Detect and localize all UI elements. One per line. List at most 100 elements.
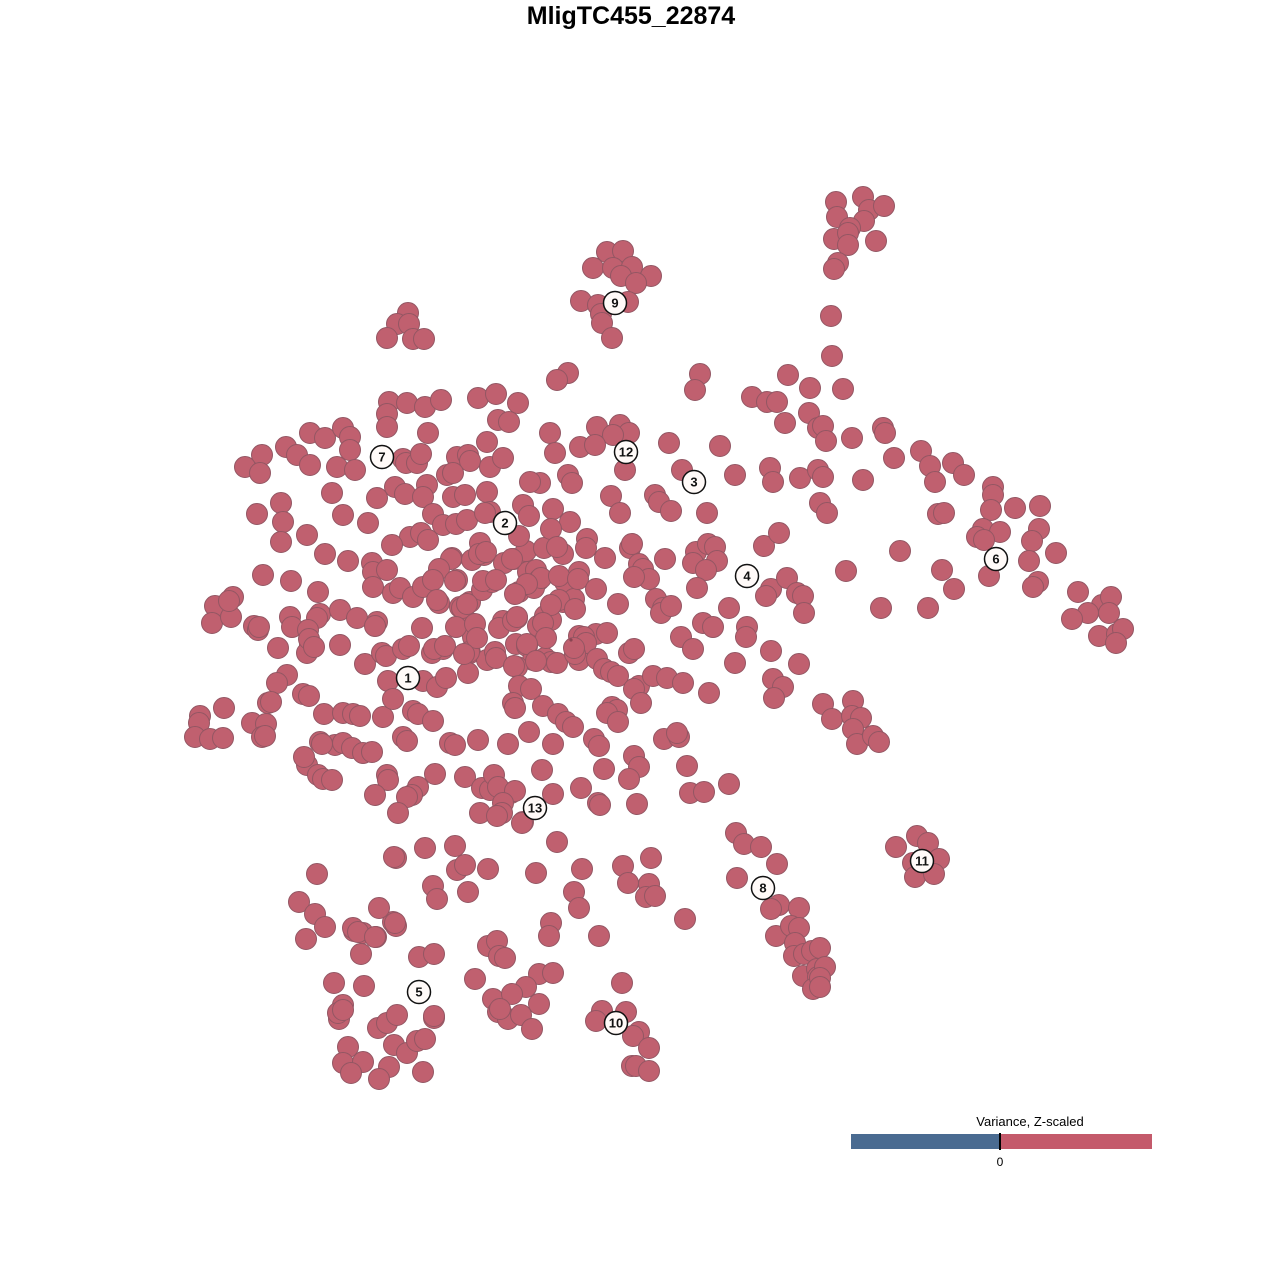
cluster-label-circle: [734, 563, 760, 589]
data-point: [339, 439, 361, 461]
data-point: [763, 687, 785, 709]
data-point: [546, 369, 568, 391]
data-point: [467, 729, 489, 751]
data-point: [280, 570, 302, 592]
data-point: [445, 616, 467, 638]
data-point: [368, 1068, 390, 1090]
data-point: [376, 559, 398, 581]
data-point: [625, 272, 647, 294]
data-point: [874, 422, 896, 444]
data-point: [883, 447, 905, 469]
data-point: [885, 836, 907, 858]
data-point: [413, 328, 435, 350]
data-point: [382, 688, 404, 710]
data-point: [313, 703, 335, 725]
data-point: [674, 908, 696, 930]
data-point: [414, 837, 436, 859]
data-point: [525, 862, 547, 884]
data-point: [504, 583, 526, 605]
data-point: [387, 802, 409, 824]
data-point: [753, 535, 775, 557]
cluster-label-3: 3: [681, 469, 707, 495]
data-point: [267, 637, 289, 659]
data-point: [323, 972, 345, 994]
data-point: [660, 500, 682, 522]
data-point: [288, 891, 310, 913]
data-point: [638, 1060, 660, 1082]
data-point: [1004, 497, 1026, 519]
data-point: [519, 471, 541, 493]
cluster-label-text: 7: [378, 450, 385, 465]
data-point: [607, 665, 629, 687]
data-point: [476, 481, 498, 503]
data-point: [430, 389, 452, 411]
data-point: [314, 543, 336, 565]
data-point: [538, 925, 560, 947]
cluster-label-circle: [603, 1010, 629, 1036]
data-point: [354, 653, 376, 675]
data-point: [750, 836, 772, 858]
data-point: [621, 533, 643, 555]
data-point: [568, 897, 590, 919]
data-point: [306, 863, 328, 885]
data-point: [622, 1025, 644, 1047]
data-point: [666, 722, 688, 744]
cluster-label-5: 5: [406, 979, 432, 1005]
data-point: [718, 597, 740, 619]
data-point: [444, 734, 466, 756]
data-point: [539, 422, 561, 444]
cluster-label-10: 10: [603, 1010, 629, 1036]
cluster-label-text: 10: [609, 1016, 623, 1031]
data-point: [426, 589, 448, 611]
data-point: [561, 472, 583, 494]
data-point: [548, 565, 570, 587]
cluster-label-11: 11: [909, 848, 935, 874]
data-point: [546, 831, 568, 853]
data-point: [307, 581, 329, 603]
data-point: [812, 466, 834, 488]
data-point: [266, 672, 288, 694]
data-point: [506, 606, 528, 628]
data-point: [424, 763, 446, 785]
data-point: [422, 710, 444, 732]
data-point: [702, 616, 724, 638]
data-point: [453, 643, 475, 665]
data-point: [489, 998, 511, 1020]
data-point: [364, 784, 386, 806]
cluster-label-text: 3: [690, 475, 697, 490]
data-point: [337, 550, 359, 572]
data-point: [933, 502, 955, 524]
data-point: [414, 1028, 436, 1050]
data-point: [584, 434, 606, 456]
data-point: [726, 867, 748, 889]
data-point: [494, 947, 516, 969]
data-point: [766, 853, 788, 875]
data-point: [709, 435, 731, 457]
data-point: [212, 727, 234, 749]
cluster-label-6: 6: [983, 546, 1009, 572]
data-point: [372, 706, 394, 728]
data-point: [575, 537, 597, 559]
data-point: [384, 912, 406, 934]
data-point: [1029, 495, 1051, 517]
data-point: [563, 637, 585, 659]
data-point: [485, 383, 507, 405]
data-point: [1018, 550, 1040, 572]
data-point: [497, 733, 519, 755]
data-point: [260, 691, 282, 713]
data-point: [682, 638, 704, 660]
data-point: [868, 731, 890, 753]
data-point: [410, 443, 432, 465]
data-point: [511, 812, 533, 834]
data-point: [466, 627, 488, 649]
data-point: [835, 560, 857, 582]
data-point: [943, 578, 965, 600]
data-point: [931, 559, 953, 581]
data-point: [1061, 608, 1083, 630]
data-point: [270, 531, 292, 553]
data-point: [640, 847, 662, 869]
data-point: [638, 1037, 660, 1059]
data-point: [321, 769, 343, 791]
data-point: [376, 327, 398, 349]
